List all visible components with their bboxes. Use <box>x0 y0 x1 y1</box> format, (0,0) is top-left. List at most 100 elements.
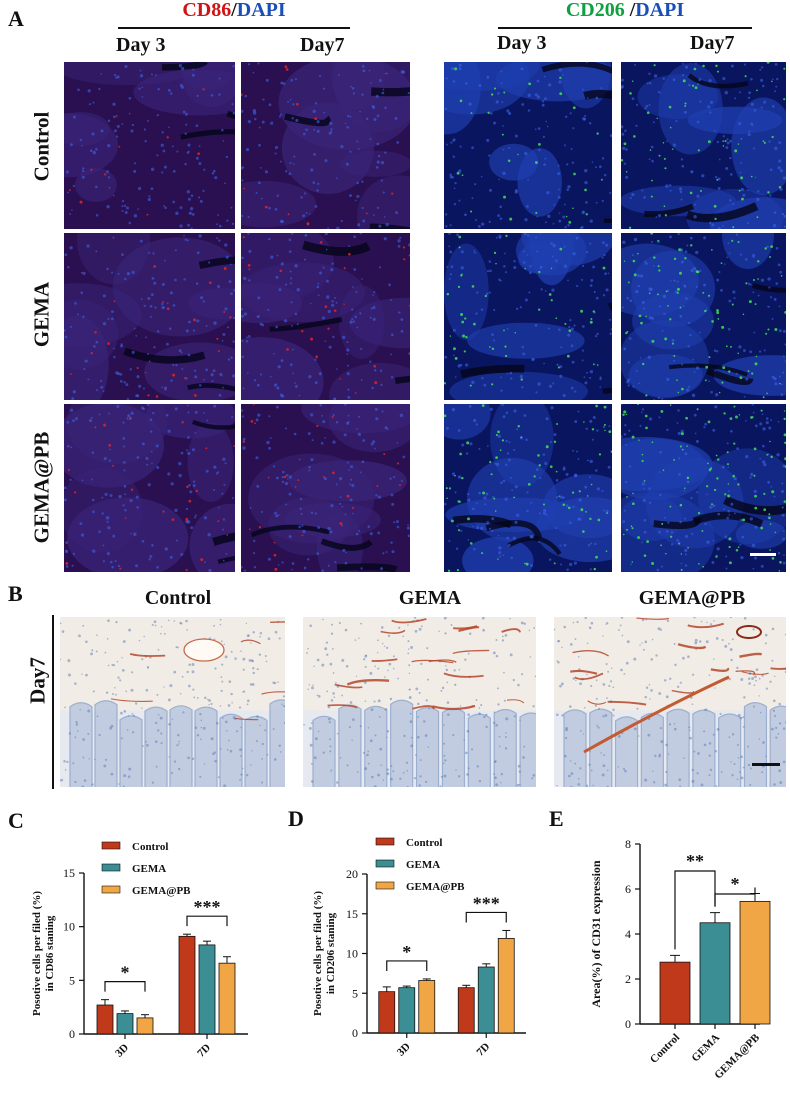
dapi-label: DAPI <box>635 0 685 21</box>
legend-label: GEMA@PB <box>406 881 465 893</box>
ihc-micrograph-gema <box>303 617 536 787</box>
ihc-column-label: GEMA@PB <box>638 587 746 609</box>
micrograph-cd86-day7-row1 <box>241 62 410 229</box>
micrograph-cd206-day3-row3 <box>444 404 612 572</box>
y-axis-label: Posotive cells per filed (%) <box>312 891 324 1016</box>
y-tick-label: 2 <box>625 972 631 986</box>
x-tick-label: 3D <box>113 1042 131 1060</box>
y-axis-label-2: in CD206 staning <box>325 912 337 994</box>
day-header: Day 3 <box>116 34 166 56</box>
row-label-control: Control <box>29 111 54 182</box>
y-tick-label: 10 <box>63 920 75 934</box>
bar <box>739 900 771 1025</box>
legend-swatch <box>375 859 395 868</box>
bar <box>218 962 236 1035</box>
significance-bracket <box>674 870 716 950</box>
micrograph-cd206-day7-row1 <box>621 62 786 229</box>
legend-swatch <box>101 885 121 894</box>
day-header: Day7 <box>690 32 735 54</box>
panel-e-letter: E <box>549 806 564 831</box>
y-tick-label: 5 <box>69 973 75 987</box>
y-tick-label: 0 <box>625 1017 631 1031</box>
x-tick-label: Control <box>648 1032 682 1066</box>
panel-b-letter: B <box>8 581 23 606</box>
bar <box>178 935 196 1035</box>
ihc-column-label: Control <box>144 587 212 609</box>
y-axis-label: Posotive cells per filed (%) <box>31 891 43 1016</box>
bar <box>116 1013 134 1035</box>
ihc-column-label: GEMA <box>398 587 462 609</box>
micrograph-cd206-day3-row1 <box>444 62 612 229</box>
significance-label: * <box>121 963 130 983</box>
bar <box>136 1017 154 1035</box>
ihc-row-label: Day7 <box>25 657 50 704</box>
cd86-dapi-title: CD86/DAPI <box>118 0 350 22</box>
row-label-gema-pb: GEMA@PB <box>29 431 54 544</box>
panel-a-letter: A <box>8 6 24 31</box>
ihc-row-rule <box>52 615 54 789</box>
legend-swatch <box>375 837 395 846</box>
significance-bracket <box>186 915 228 927</box>
y-tick-label: 15 <box>346 907 358 921</box>
legend-swatch <box>375 881 395 890</box>
legend-label: Control <box>132 841 168 853</box>
chart-d-cd206: Control GEMA GEMA@PB 0 5 10 15 20 Posotive cells… <box>278 820 550 1109</box>
y-tick-label: 5 <box>352 986 358 1000</box>
cd206-label: CD206 <box>565 0 625 21</box>
bar <box>477 966 495 1034</box>
legend-label: Control <box>406 837 442 849</box>
day-header: Day 3 <box>497 32 547 54</box>
y-tick-label: 10 <box>346 947 358 961</box>
y-tick-label: 0 <box>352 1026 358 1040</box>
micrograph-cd86-day7-row2 <box>241 233 410 400</box>
bar <box>457 987 475 1034</box>
cd86-title-rule <box>118 27 350 29</box>
dapi-label: DAPI <box>236 0 286 21</box>
y-tick-label: 15 <box>63 866 75 880</box>
y-axis-label-2: in CD86 staning <box>44 915 56 991</box>
significance-bracket <box>386 960 428 971</box>
legend-swatch <box>101 863 121 872</box>
significance-label: * <box>731 874 740 894</box>
significance-bracket <box>104 981 146 992</box>
row-label-gema: GEMA <box>29 281 54 348</box>
micrograph-cd206-day7-row3 <box>621 404 786 572</box>
cd206-title-rule <box>498 27 752 29</box>
legend-label: GEMA <box>406 859 440 871</box>
micrograph-cd86-day3-row1 <box>64 62 235 229</box>
significance-label: ** <box>686 851 704 871</box>
bar <box>418 980 436 1034</box>
bar <box>378 991 396 1034</box>
day-header: Day7 <box>300 34 345 56</box>
legend-label: GEMA@PB <box>132 885 191 897</box>
significance-bracket <box>465 911 507 923</box>
x-tick-label: 7D <box>474 1041 492 1059</box>
micrograph-cd86-day7-row3 <box>241 404 410 572</box>
micrograph-cd206-day3-row2 <box>444 233 612 400</box>
cd86-label: CD86 <box>182 0 232 21</box>
significance-bracket <box>714 887 756 907</box>
bar <box>198 944 216 1035</box>
y-tick-label: 0 <box>69 1027 75 1041</box>
ihc-micrograph-control <box>60 617 285 787</box>
micrograph-cd206-day7-row2 <box>621 233 786 400</box>
y-tick-label: 8 <box>625 837 631 851</box>
micrograph-cd86-day3-row3 <box>64 404 235 572</box>
bar <box>699 922 731 1025</box>
bar <box>96 1004 114 1035</box>
y-tick-label: 20 <box>346 867 358 881</box>
chart-e-cd31: 0 2 4 6 8 Area(%) of CD31 expression Control GE… <box>560 820 790 1109</box>
bar <box>659 961 691 1025</box>
panel-c-letter: C <box>8 808 24 833</box>
chart-c-cd86: Control GEMA GEMA@PB 0 5 10 15 Posotive cells p… <box>0 820 270 1109</box>
y-tick-label: 4 <box>625 927 631 941</box>
y-axis-label: Area(%) of CD31 expression <box>589 860 603 1008</box>
x-tick-label: GEMA <box>689 1032 722 1065</box>
title-separator: / <box>624 0 636 21</box>
y-tick-label: 6 <box>625 882 631 896</box>
bar <box>398 987 416 1034</box>
scale-bar <box>750 553 776 556</box>
significance-label: *** <box>194 897 221 917</box>
x-tick-label: 3D <box>395 1041 413 1059</box>
significance-label: *** <box>473 893 500 913</box>
